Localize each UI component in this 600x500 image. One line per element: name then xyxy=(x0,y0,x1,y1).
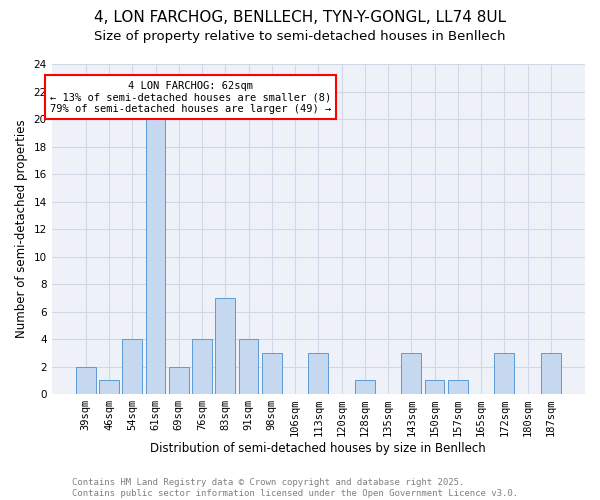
Bar xyxy=(262,353,282,394)
Y-axis label: Number of semi-detached properties: Number of semi-detached properties xyxy=(15,120,28,338)
Bar xyxy=(401,353,421,394)
Bar xyxy=(169,366,188,394)
Bar xyxy=(192,339,212,394)
Bar xyxy=(494,353,514,394)
Text: Contains HM Land Registry data © Crown copyright and database right 2025.
Contai: Contains HM Land Registry data © Crown c… xyxy=(72,478,518,498)
Text: 4, LON FARCHOG, BENLLECH, TYN-Y-GONGL, LL74 8UL: 4, LON FARCHOG, BENLLECH, TYN-Y-GONGL, L… xyxy=(94,10,506,25)
Bar xyxy=(99,380,119,394)
Bar xyxy=(76,366,95,394)
Bar xyxy=(215,298,235,394)
Bar xyxy=(448,380,468,394)
Bar xyxy=(541,353,561,394)
Bar xyxy=(146,119,166,394)
Bar xyxy=(122,339,142,394)
Text: Size of property relative to semi-detached houses in Benllech: Size of property relative to semi-detach… xyxy=(94,30,506,43)
X-axis label: Distribution of semi-detached houses by size in Benllech: Distribution of semi-detached houses by … xyxy=(151,442,486,455)
Bar xyxy=(239,339,259,394)
Bar xyxy=(308,353,328,394)
Text: 4 LON FARCHOG: 62sqm
← 13% of semi-detached houses are smaller (8)
79% of semi-d: 4 LON FARCHOG: 62sqm ← 13% of semi-detac… xyxy=(50,80,331,114)
Bar xyxy=(425,380,445,394)
Bar xyxy=(355,380,375,394)
